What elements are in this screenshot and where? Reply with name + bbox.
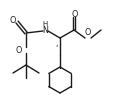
Text: O: O <box>72 10 78 19</box>
Text: O: O <box>16 45 22 54</box>
Text: H: H <box>42 21 48 27</box>
Text: O: O <box>85 28 91 36</box>
Text: O: O <box>10 15 16 24</box>
Text: ,: , <box>56 39 58 48</box>
Text: N: N <box>42 25 48 34</box>
